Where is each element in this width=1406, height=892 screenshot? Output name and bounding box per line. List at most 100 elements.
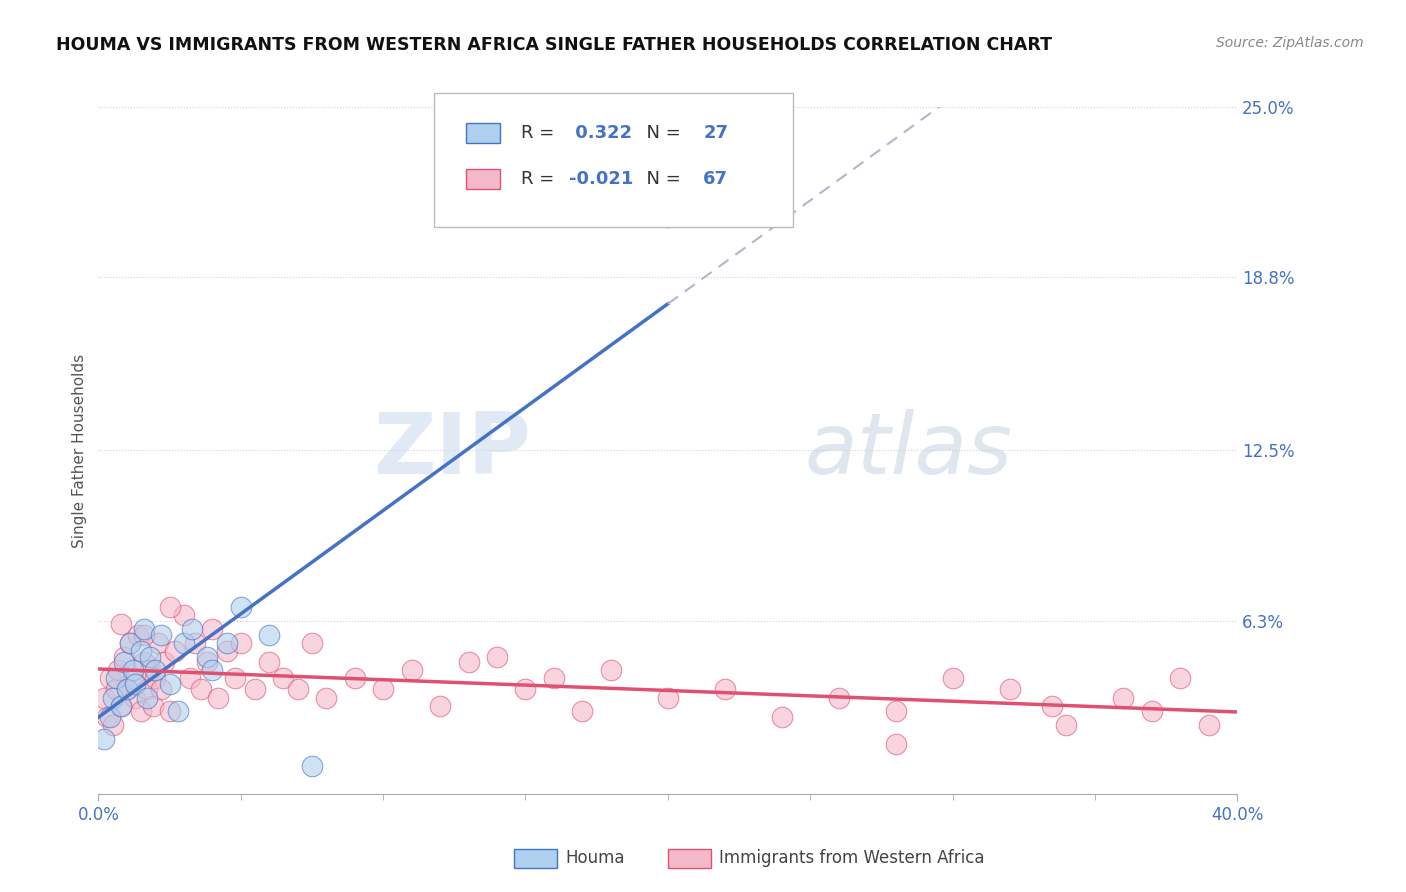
Point — [104, 672, 127, 686]
Point — [301, 636, 323, 650]
Text: Houma: Houma — [565, 849, 624, 867]
Point — [259, 655, 281, 669]
FancyBboxPatch shape — [467, 123, 501, 144]
Point — [401, 663, 423, 677]
Point — [121, 663, 143, 677]
Point — [159, 705, 181, 719]
Point — [129, 705, 152, 719]
Point — [315, 690, 337, 705]
Text: Source: ZipAtlas.com: Source: ZipAtlas.com — [1216, 36, 1364, 50]
Point — [101, 690, 124, 705]
Point — [132, 622, 155, 636]
Point — [190, 682, 212, 697]
Point — [98, 672, 121, 686]
Point — [884, 705, 907, 719]
Point — [159, 677, 181, 691]
Point — [101, 718, 124, 732]
Point — [1170, 672, 1192, 686]
FancyBboxPatch shape — [515, 849, 557, 868]
Text: 27: 27 — [703, 124, 728, 142]
Point — [195, 655, 218, 669]
Point — [181, 622, 204, 636]
Point — [195, 649, 218, 664]
Point — [273, 672, 295, 686]
Point — [132, 655, 155, 669]
Point — [138, 663, 160, 677]
Point — [153, 655, 176, 669]
Point — [229, 636, 252, 650]
Text: N =: N = — [636, 170, 686, 188]
Point — [287, 682, 309, 697]
Point — [207, 690, 229, 705]
Text: Immigrants from Western Africa: Immigrants from Western Africa — [718, 849, 984, 867]
Point — [373, 682, 395, 697]
Point — [215, 636, 238, 650]
Point — [124, 677, 146, 691]
Point — [150, 682, 173, 697]
Point — [104, 682, 127, 697]
Point — [145, 663, 167, 677]
Point — [173, 636, 195, 650]
Point — [770, 710, 793, 724]
Point — [145, 672, 167, 686]
Point — [343, 672, 366, 686]
Point — [93, 731, 115, 746]
Point — [657, 210, 679, 224]
Text: R =: R = — [522, 170, 560, 188]
Point — [179, 672, 201, 686]
Point — [543, 672, 565, 686]
FancyBboxPatch shape — [467, 169, 501, 189]
Point — [201, 663, 224, 677]
Point — [124, 690, 146, 705]
Point — [1056, 718, 1078, 732]
Text: N =: N = — [636, 124, 686, 142]
Text: atlas: atlas — [804, 409, 1012, 492]
Point — [141, 698, 163, 713]
Text: HOUMA VS IMMIGRANTS FROM WESTERN AFRICA SINGLE FATHER HOUSEHOLDS CORRELATION CHA: HOUMA VS IMMIGRANTS FROM WESTERN AFRICA … — [56, 36, 1052, 54]
Text: -0.021: -0.021 — [569, 170, 633, 188]
Point — [110, 698, 132, 713]
Point — [107, 663, 129, 677]
Point — [118, 636, 141, 650]
Point — [148, 636, 170, 650]
Point — [515, 682, 537, 697]
Point — [127, 627, 149, 641]
Point — [571, 705, 593, 719]
Point — [224, 672, 246, 686]
Point — [1112, 690, 1135, 705]
Point — [112, 655, 135, 669]
Y-axis label: Single Father Households: Single Father Households — [72, 353, 87, 548]
FancyBboxPatch shape — [668, 849, 711, 868]
Point — [215, 644, 238, 658]
Point — [135, 690, 157, 705]
Point — [165, 644, 187, 658]
Text: R =: R = — [522, 124, 560, 142]
Point — [150, 627, 173, 641]
Point — [184, 636, 207, 650]
Point — [167, 705, 190, 719]
Point — [138, 649, 160, 664]
Text: 0.322: 0.322 — [569, 124, 631, 142]
Point — [429, 698, 451, 713]
Point — [118, 636, 141, 650]
Point — [121, 672, 143, 686]
Point — [828, 690, 851, 705]
Point — [457, 655, 479, 669]
Point — [1198, 718, 1220, 732]
Point — [98, 710, 121, 724]
Point — [657, 690, 679, 705]
Point — [115, 682, 138, 697]
Point — [115, 682, 138, 697]
Point — [998, 682, 1021, 697]
Point — [301, 759, 323, 773]
Point — [129, 644, 152, 658]
Point — [259, 627, 281, 641]
Point — [714, 682, 737, 697]
Point — [243, 682, 266, 697]
Point — [96, 710, 118, 724]
Point — [229, 600, 252, 615]
Point — [1140, 705, 1163, 719]
Text: 67: 67 — [703, 170, 728, 188]
Point — [132, 627, 155, 641]
Point — [942, 672, 965, 686]
